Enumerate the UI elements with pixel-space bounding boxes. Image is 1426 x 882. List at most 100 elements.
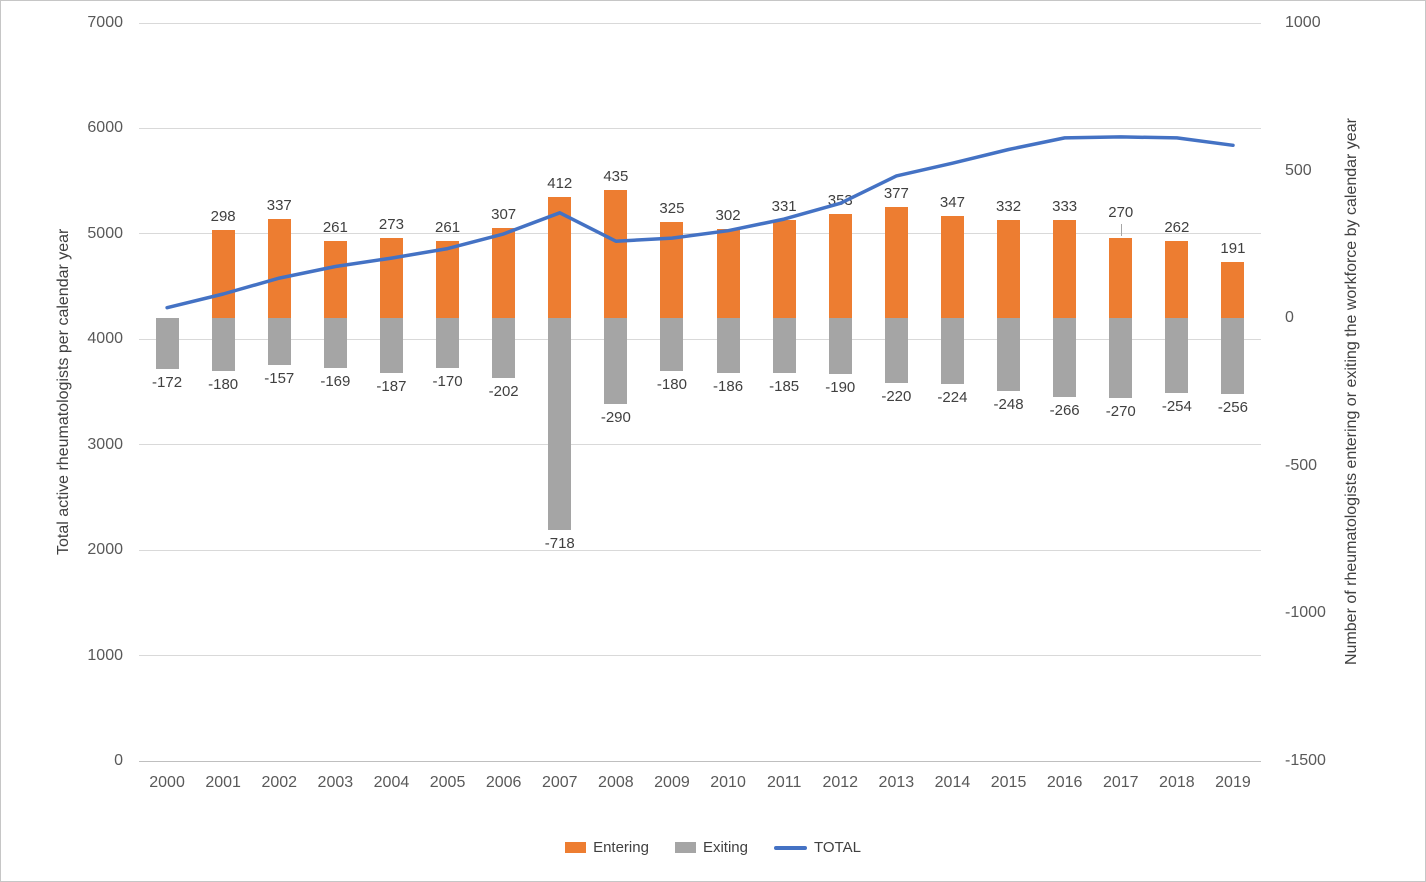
bar-label-entering: 337 [266,196,292,214]
bar-label-entering: 332 [996,198,1022,216]
bar-exiting [548,318,572,531]
bar-exiting [940,318,964,385]
gridline [139,549,1261,551]
bar-label-entering: 273 [378,215,404,233]
bar-entering [1221,261,1245,319]
bar-label-exiting: -718 [544,535,575,553]
gridline [139,655,1261,657]
bar-label-entering: 191 [1220,239,1246,257]
legend-label: Entering [593,839,649,856]
legend-bar-marker [674,842,696,853]
bar-label-entering: 412 [547,174,573,192]
legend-item-entering: Entering [565,839,649,856]
bar-label-entering: 298 [210,208,236,226]
bar-label-entering: 331 [771,198,797,216]
x-axis-tick: 2019 [1215,774,1251,791]
bar-label-exiting: -224 [937,389,968,407]
bar-exiting [716,318,740,374]
x-axis-tick: 2003 [317,774,354,791]
bar-label-exiting: -180 [656,376,687,394]
x-axis-tick: 2004 [373,774,410,791]
bar-entering [1109,238,1133,319]
x-axis-tick: 2008 [598,774,634,791]
bar-label-entering: 377 [883,184,909,202]
x-axis-tick: 2009 [654,774,690,791]
bar-label-entering: 333 [1052,197,1078,215]
bar-exiting [1221,318,1245,394]
bar-label-exiting: -266 [1049,401,1080,419]
bar-exiting [772,318,796,373]
bar-entering [548,196,572,319]
bar-label-entering: 307 [491,205,517,223]
legend-label: Exiting [702,839,748,856]
bar-exiting [211,318,235,372]
y-axis-tick-right: 0 [1285,309,1294,327]
y-axis-tick-left: 6000 [87,119,123,137]
x-axis-tick: 2007 [541,774,578,791]
y-axis-tick-left: 3000 [87,435,123,453]
x-axis-tick: 2005 [429,774,466,791]
bar-label-entering: 302 [715,207,741,225]
bar-label-exiting: -190 [825,379,856,397]
chart-legend: Entering Exiting TOTAL [1,839,1425,856]
bar-label-exiting: -157 [264,369,295,387]
label-leader-line [1120,224,1122,237]
y-axis-tick-left: 7000 [87,14,123,31]
y-axis-tick-right: -1000 [1285,604,1326,622]
bar-entering [1165,240,1189,319]
bar-entering [772,220,796,319]
x-axis-tick: 2000 [149,774,185,791]
gridline [139,760,1261,762]
bar-exiting [828,318,852,375]
bar-label-exiting: -169 [320,373,351,391]
bar-exiting [884,318,908,384]
bar-label-entering: 435 [603,167,629,185]
bar-label-exiting: -290 [600,408,631,426]
bar-label-exiting: -256 [1217,398,1248,416]
x-axis-tick: 2018 [1159,774,1195,791]
bar-label-exiting: -248 [993,396,1024,414]
y-axis-tick-right: 500 [1285,161,1312,179]
bar-entering [211,230,235,319]
x-axis-tick: 2011 [766,774,802,791]
bar-label-exiting: -202 [488,382,519,400]
x-axis-tick: 2012 [822,774,859,791]
bar-label-exiting: -170 [432,373,463,391]
bar-label-entering: 347 [939,193,965,211]
bar-exiting [1109,318,1133,398]
gridline [139,444,1261,446]
bar-exiting [660,318,684,372]
bar-label-exiting: -220 [881,388,912,406]
y-axis-tick-left: 0 [114,752,123,769]
bar-exiting [1053,318,1077,397]
gridline [139,22,1261,24]
bar-label-entering: 325 [659,200,685,218]
bar-label-entering: 262 [1164,218,1190,236]
bar-label-exiting: -270 [1105,402,1136,420]
bar-exiting [436,318,460,369]
x-axis-tick: 2016 [1046,774,1083,791]
legend-bar-marker [565,842,587,853]
bar-label-entering: 270 [1108,204,1134,222]
bar-label-exiting: -180 [208,376,239,394]
legend-item-exiting: Exiting [674,839,748,856]
y-axis-tick-left: 1000 [87,646,123,664]
bar-entering [492,227,516,319]
bar-label-exiting: -172 [152,373,183,391]
bar-entering [436,241,460,319]
bar-entering [884,206,908,319]
x-axis-tick: 2013 [878,774,915,791]
bar-exiting [604,318,628,404]
bar-entering [716,229,740,319]
bar-entering [940,215,964,319]
bar-label-exiting: -254 [1161,398,1192,416]
bar-exiting [323,318,347,369]
x-axis-tick: 2001 [205,774,241,791]
bar-exiting [997,318,1021,392]
legend-label: TOTAL [813,839,861,856]
bar-label-entering: 261 [435,219,461,237]
x-axis-tick: 2010 [710,774,746,791]
gridline [139,338,1261,340]
x-axis-tick: 2014 [934,774,971,791]
